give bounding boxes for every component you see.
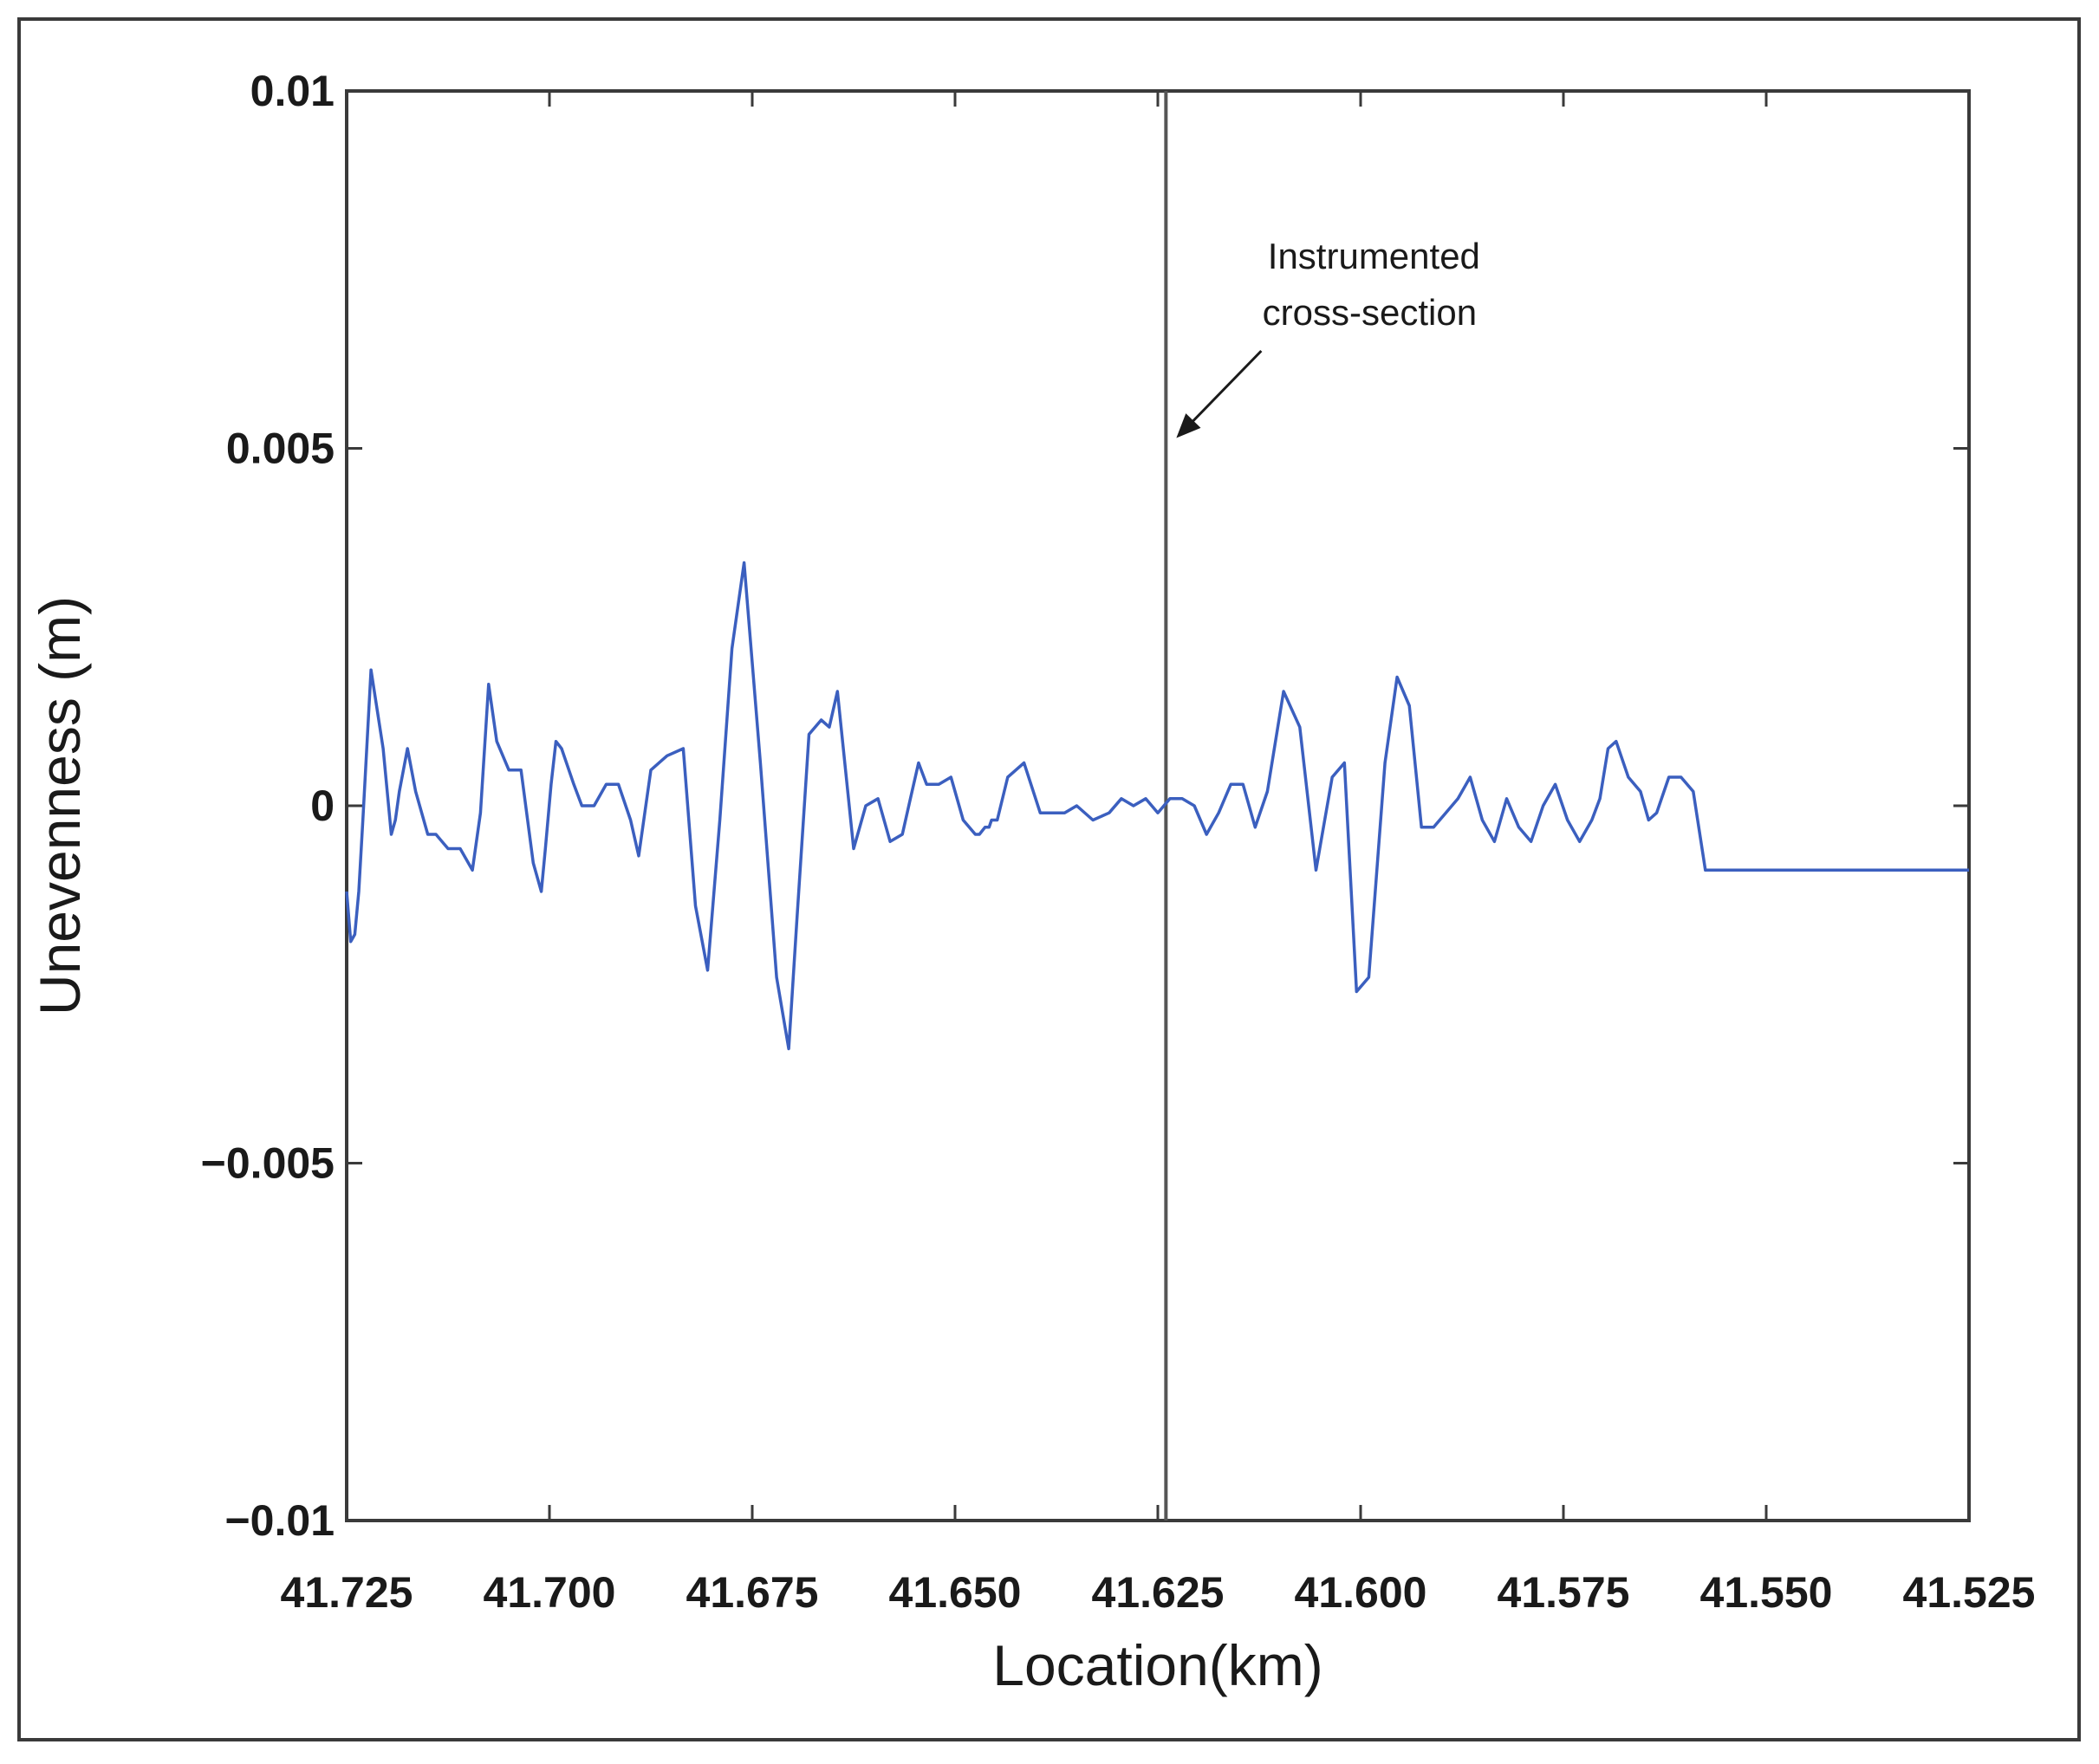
x-axis-title: Location(km) [992,1633,1322,1697]
annotation-text-line-1: Instrumented [1268,236,1480,276]
y-tick-label: 0.01 [250,67,335,115]
annotation-text-line-2: cross-section [1263,292,1477,333]
y-axis-title: Unevenness (m) [28,596,92,1015]
x-tick-label: 41.550 [1700,1568,1833,1617]
x-axis: 41.725 41.700 41.675 41.650 41.625 41.600 41.5… [281,91,2036,1617]
x-tick-label: 41.700 [484,1568,616,1617]
x-tick-label: 41.725 [281,1568,413,1617]
y-tick-label: −0.005 [201,1139,335,1188]
y-tick-label: 0 [310,781,335,830]
annotation-arrow-head [1176,413,1201,438]
annotation: Instrumented cross-section [1176,236,1480,438]
y-axis: 0.01 0.005 0 −0.005 −0.01 [201,67,1969,1545]
x-tick-label: 41.650 [889,1568,1022,1617]
chart-frame [17,17,2081,1741]
y-tick-label: 0.005 [226,425,335,473]
x-tick-label: 41.600 [1295,1568,1427,1617]
annotation-arrow-shaft [1184,349,1263,431]
y-tick-label: −0.01 [224,1496,335,1545]
x-tick-label: 41.675 [686,1568,819,1617]
x-tick-label: 41.625 [1092,1568,1225,1617]
x-tick-label: 41.575 [1498,1568,1630,1617]
x-tick-label: 41.525 [1903,1568,2036,1617]
series-line [345,561,1969,1051]
